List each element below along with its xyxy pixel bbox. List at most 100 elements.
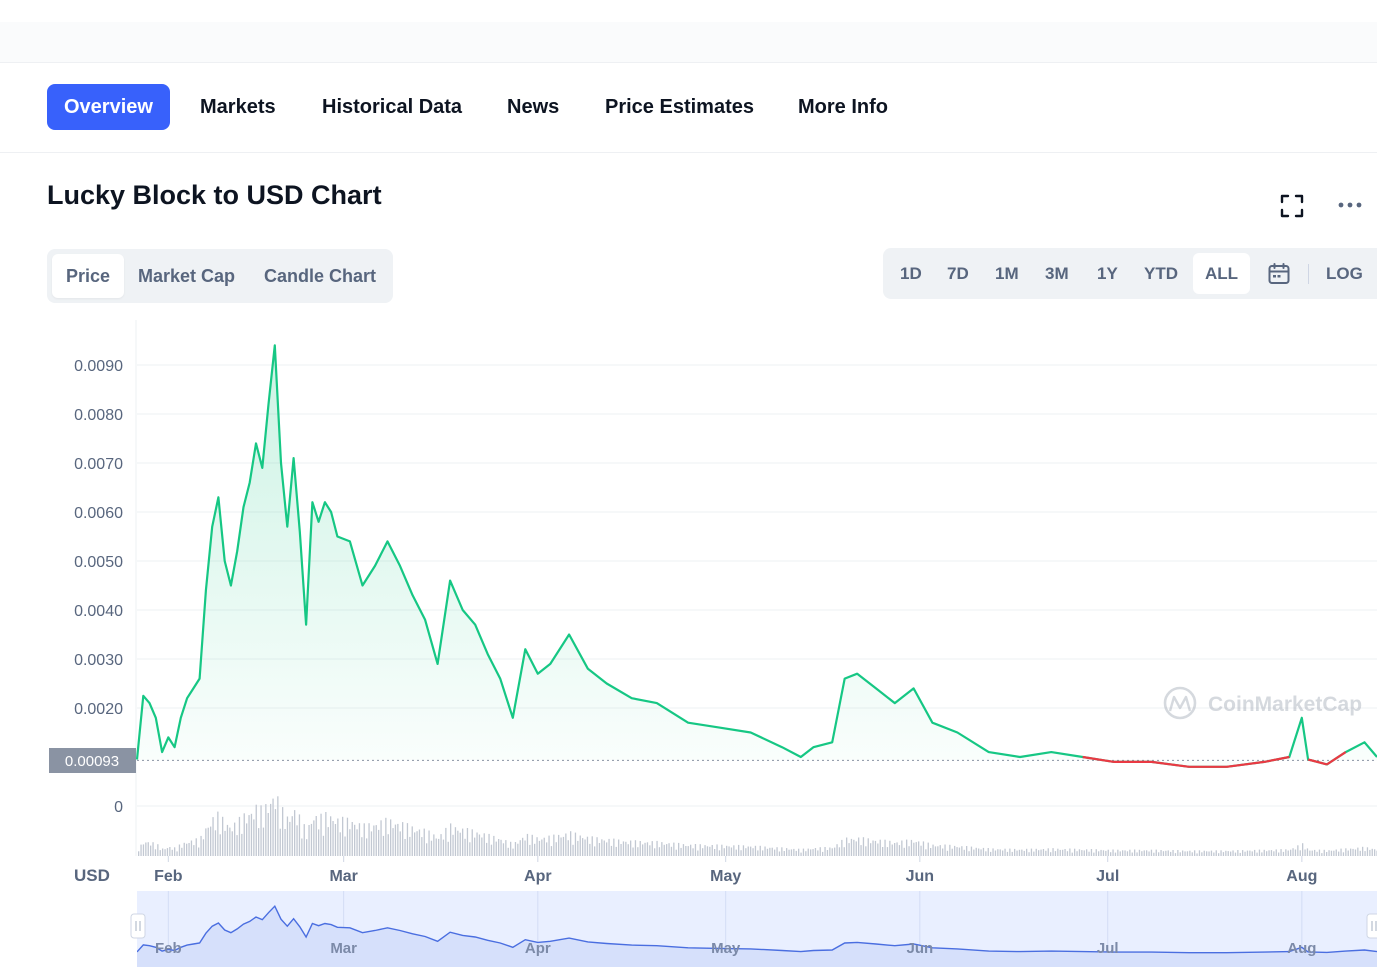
volume-bar [1170,851,1172,856]
volume-bar [481,837,483,856]
x-tick-label: May [710,868,741,885]
volume-bar [193,845,195,856]
volume-bar [241,833,243,856]
volume-bar [217,811,219,856]
volume-bar [332,821,334,856]
volume-bar [277,796,279,856]
volume-bar [757,850,759,856]
volume-bar [850,838,853,856]
volume-bar [961,846,963,856]
volume-bar [258,828,260,856]
fullscreen-icon[interactable] [1278,192,1306,225]
volume-bar [666,844,668,856]
volume-bar [402,822,404,856]
volume-bar [805,851,807,856]
range-7d[interactable]: 7D [947,264,969,283]
log-scale-toggle[interactable]: LOG [1326,264,1363,283]
volume-bar [248,815,250,856]
volume-bar [298,814,301,856]
volume-bar [1354,849,1357,856]
volume-bar [310,823,313,856]
volume-bar [1153,852,1155,856]
range-1m[interactable]: 1M [995,264,1019,283]
range-3m[interactable]: 3M [1045,264,1069,283]
volume-bar [1194,850,1196,856]
volume-bar [363,823,365,856]
volume-bar [1138,849,1141,856]
volume-bar [291,816,293,856]
volume-bar [174,847,176,856]
volume-bar [949,844,951,856]
volume-bar [1098,851,1100,856]
volume-bar [495,841,497,856]
toggle-price[interactable]: Price [52,254,125,298]
volume-bar [754,845,757,856]
volume-bar [697,850,699,856]
volume-bar [718,850,721,856]
tab-price-estimates[interactable]: Price Estimates [605,96,754,118]
volume-bar [1122,850,1124,856]
volume-bar [536,837,538,856]
volume-bar [150,845,152,856]
volume-bar [471,829,473,856]
range-1d[interactable]: 1D [900,264,922,283]
volume-bar [800,852,802,856]
volume-bar [1206,851,1208,856]
volume-bar [390,819,392,856]
navigator[interactable]: Feb Mar Apr May Jun Jul Aug [130,891,1377,967]
range-ytd[interactable]: YTD [1144,264,1178,283]
range-all[interactable]: ALL [1193,253,1251,294]
volume-bar [1326,852,1328,856]
volume-bar [226,824,229,856]
volume-bar [1287,850,1289,856]
volume-bar [699,844,701,856]
volume-bar [1086,849,1088,856]
volume-bar [284,829,286,856]
baseline-label: 0.00093 [65,753,119,770]
navigator-handle-right[interactable] [1366,913,1377,939]
volume-bar [222,816,224,856]
tab-overview[interactable]: Overview [47,84,170,130]
chart-title: Lucky Block to USD Chart [47,180,382,210]
volume-bar [322,835,325,856]
volume-bar [721,844,723,856]
volume-bar [493,835,495,856]
volume-bar [1038,850,1040,856]
volume-bar [1316,851,1318,856]
volume-bar [985,851,987,856]
toggle-market-cap[interactable]: Market Cap [138,266,236,286]
volume-bar [1014,848,1016,856]
volume-bar [769,847,771,856]
volume-bar [1011,851,1013,856]
volume-bar [1028,852,1030,856]
volume-bar [246,823,248,856]
volume-bar [1362,846,1364,856]
price-line [135,344,1377,768]
volume-bar [464,838,466,856]
volume-bar [454,827,457,856]
volume-bar [625,841,627,856]
volume-bar [867,838,869,856]
volume-bar [781,847,783,856]
volume-bar [1328,850,1330,856]
volume-bar [1302,843,1304,856]
volume-bar [1338,851,1340,856]
volume-bar [462,828,464,856]
more-dots-icon[interactable] [1336,196,1364,219]
volume-bar [994,850,997,856]
range-1y[interactable]: 1Y [1097,264,1118,283]
tab-more-info[interactable]: More Info [798,96,888,118]
tab-markets[interactable]: Markets [200,96,276,118]
navigator-handle-left[interactable] [130,913,146,939]
volume-bar [937,846,939,856]
tab-news[interactable]: News [507,96,560,118]
volume-bar [1234,852,1237,856]
volume-bar [1230,851,1232,856]
currency-label: USD [74,866,110,885]
volume-bar [1261,852,1263,856]
calendar-icon[interactable] [1267,262,1291,291]
volume-bar [874,840,877,856]
toggle-candle-chart[interactable]: Candle Chart [264,266,377,286]
tab-historical-data[interactable]: Historical Data [322,96,463,118]
navigator-x-label: May [711,940,741,957]
